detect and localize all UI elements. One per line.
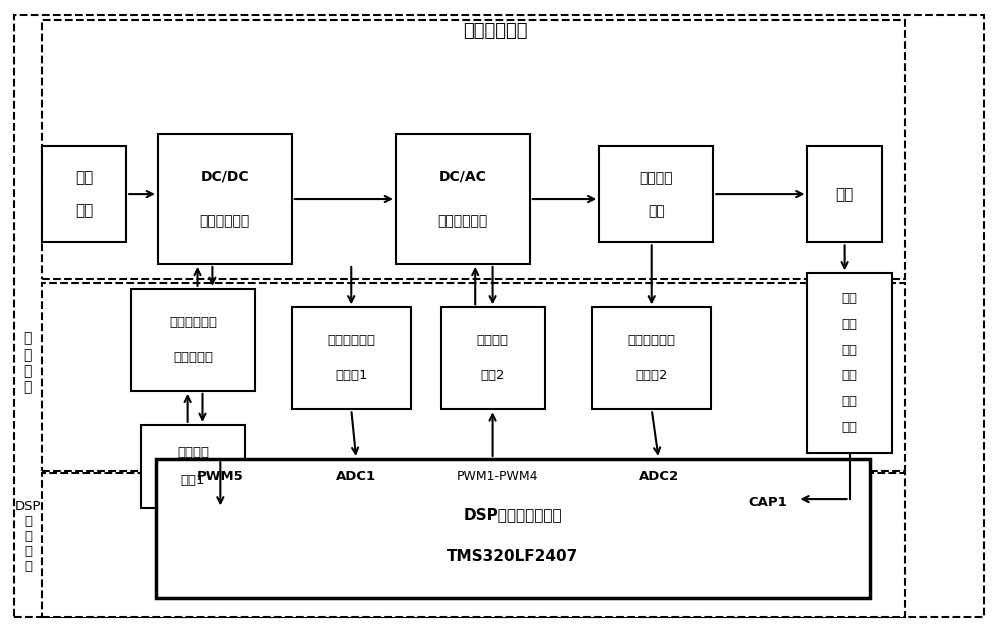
Text: 光伏: 光伏 bbox=[75, 171, 93, 186]
Text: 单元1: 单元1 bbox=[181, 474, 205, 487]
Text: 单元: 单元 bbox=[842, 421, 858, 433]
Text: CAP1: CAP1 bbox=[748, 496, 787, 508]
Bar bbox=[42, 19, 905, 280]
Text: DSP数字信号处理器: DSP数字信号处理器 bbox=[464, 507, 562, 522]
Text: 相位: 相位 bbox=[842, 369, 858, 382]
Text: 带时滞反馈的: 带时滞反馈的 bbox=[169, 316, 217, 329]
Text: 电网: 电网 bbox=[842, 292, 858, 305]
Bar bbox=[42, 283, 905, 472]
Bar bbox=[42, 147, 126, 243]
Bar bbox=[158, 134, 292, 264]
Text: DC/DC: DC/DC bbox=[200, 170, 249, 184]
Bar bbox=[592, 307, 711, 409]
Bar bbox=[396, 134, 530, 264]
Text: TMS320LF2407: TMS320LF2407 bbox=[447, 549, 579, 564]
Text: PWM1-PWM4: PWM1-PWM4 bbox=[456, 470, 538, 483]
Text: 单元: 单元 bbox=[648, 204, 665, 218]
Text: PWM5: PWM5 bbox=[197, 470, 244, 483]
Bar bbox=[131, 289, 255, 391]
Text: 接
口
电
路: 接 口 电 路 bbox=[24, 332, 32, 394]
Text: 输出滤波: 输出滤波 bbox=[639, 171, 673, 185]
Text: 分岔控制器: 分岔控制器 bbox=[173, 350, 213, 364]
Text: ADC1: ADC1 bbox=[336, 470, 376, 483]
Text: 光伏发电系统: 光伏发电系统 bbox=[463, 22, 527, 40]
Bar bbox=[292, 307, 411, 409]
Text: DC/AC: DC/AC bbox=[439, 170, 487, 184]
Text: 电压: 电压 bbox=[842, 318, 858, 331]
Text: 电网: 电网 bbox=[835, 187, 854, 202]
Bar bbox=[141, 425, 245, 508]
Bar bbox=[807, 147, 882, 243]
Text: 样单元2: 样单元2 bbox=[635, 369, 668, 382]
Text: 样单元1: 样单元1 bbox=[335, 369, 368, 382]
Text: DSP
控
制
单
元: DSP 控 制 单 元 bbox=[15, 500, 41, 572]
Bar bbox=[807, 273, 892, 453]
Bar bbox=[156, 459, 870, 598]
Bar bbox=[599, 147, 713, 243]
Bar bbox=[42, 473, 905, 616]
Text: 阵列: 阵列 bbox=[75, 203, 93, 218]
Text: 电压、电流采: 电压、电流采 bbox=[327, 334, 375, 347]
Text: 单元2: 单元2 bbox=[480, 369, 505, 382]
Text: 隔离驱动: 隔离驱动 bbox=[477, 334, 509, 347]
Text: 直流变换单元: 直流变换单元 bbox=[200, 214, 250, 228]
Text: 电压、电流采: 电压、电流采 bbox=[628, 334, 676, 347]
Text: 隔离驱动: 隔离驱动 bbox=[177, 446, 209, 459]
Bar bbox=[441, 307, 545, 409]
Text: 频率: 频率 bbox=[842, 344, 858, 357]
Text: 检测: 检测 bbox=[842, 395, 858, 408]
Text: ADC2: ADC2 bbox=[639, 470, 679, 483]
Text: 交流变换单元: 交流变换单元 bbox=[438, 214, 488, 228]
